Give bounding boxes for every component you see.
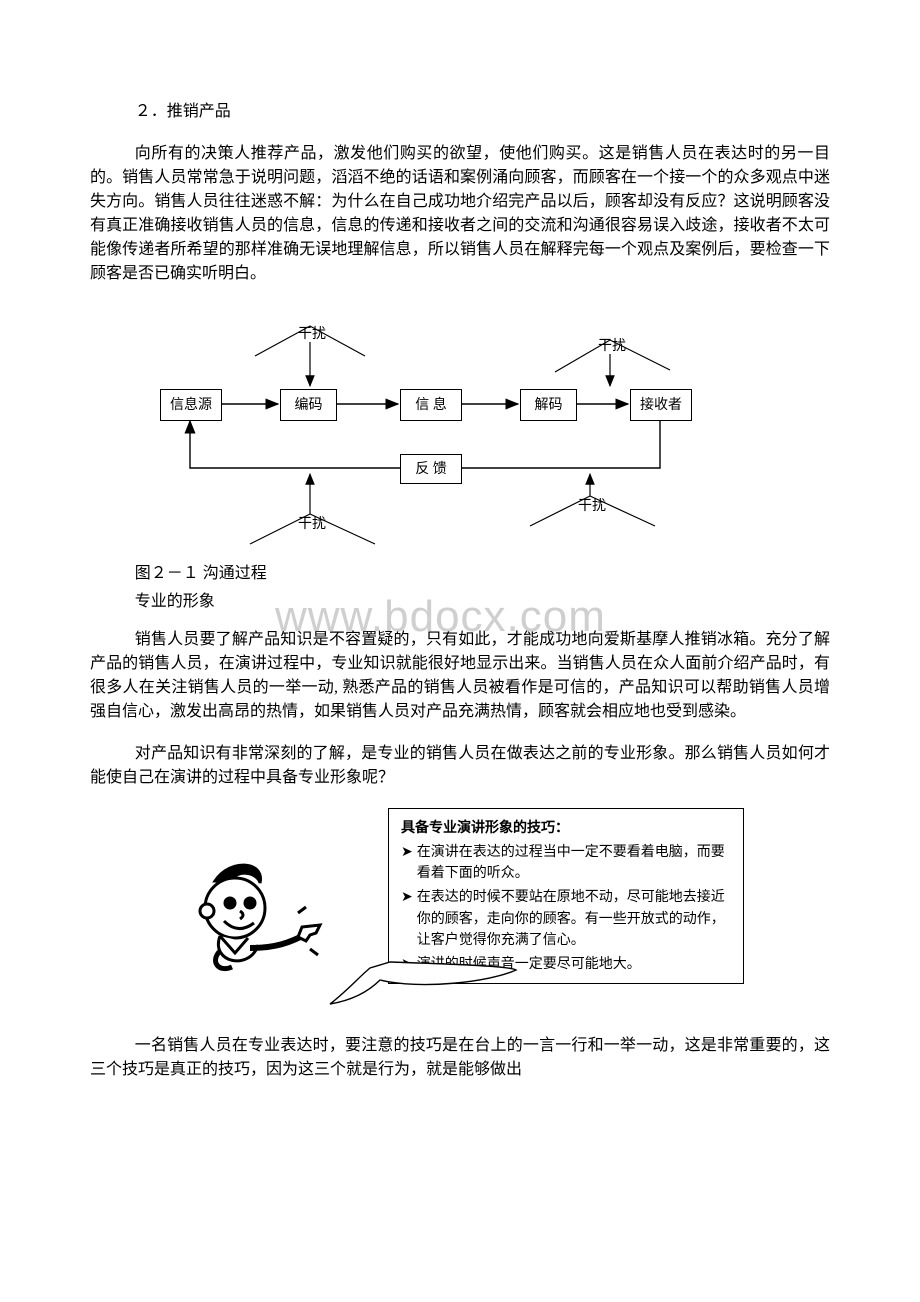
document-page: ２．推销产品 向所有的决策人推荐产品，激发他们购买的欲望，使他们购买。这是销售人… <box>0 0 920 1160</box>
node-encode: 编码 <box>280 389 337 421</box>
communication-flowchart: 信息源 编码 信 息 解码 接收者 反 馈 干扰 干扰 干扰 干扰 <box>150 304 750 554</box>
paragraph-3: 对产品知识有非常深刻的了解，是专业的销售人员在做表达之前的专业形象。那么销售人员… <box>90 742 830 790</box>
bullet-icon: ➤ <box>401 886 413 951</box>
node-feedback: 反 馈 <box>400 454 462 484</box>
paragraph-2: 销售人员要了解产品知识是不容置疑的，只有如此，才能成功地向爱斯基摩人推销冰箱。充… <box>90 628 830 724</box>
watermark-row: 专业的形象 www.bdocx.com <box>90 590 830 614</box>
label-interference-tl: 干扰 <box>298 324 326 345</box>
flowchart-svg <box>150 304 750 554</box>
tips-item-2: ➤ 在表达的时候不要站在原地不动，尽可能地去接近你的顾客，走向你的顾客。有一些开… <box>401 886 731 951</box>
paragraph-1: 向所有的决策人推荐产品，激发他们购买的欲望，使他们购买。这是销售人员在表达时的另… <box>90 142 830 286</box>
paragraph-4: 一名销售人员在专业表达时，要注意的技巧是在台上的一言一行和一举一动，这是非常重要… <box>90 1034 830 1082</box>
label-interference-tr: 干扰 <box>598 336 626 357</box>
node-message: 信 息 <box>400 389 462 421</box>
tips-callout: 具备专业演讲形象的技巧： ➤ 在演讲在表达的过程当中一定不要看着电脑，而要看着下… <box>180 808 800 1018</box>
label-interference-bl: 干扰 <box>298 514 326 535</box>
speech-tail-icon <box>310 960 520 1016</box>
tips-box: 具备专业演讲形象的技巧： ➤ 在演讲在表达的过程当中一定不要看着电脑，而要看着下… <box>388 808 744 984</box>
bullet-icon: ➤ <box>401 841 413 884</box>
tips-title: 具备专业演讲形象的技巧： <box>401 817 731 839</box>
cartoon-pointing-icon <box>180 853 330 1003</box>
tips-item-text: 在表达的时候不要站在原地不动，尽可能地去接近你的顾客，走向你的顾客。有一些开放式… <box>417 886 731 951</box>
node-receiver: 接收者 <box>630 389 692 421</box>
tips-item-1: ➤ 在演讲在表达的过程当中一定不要看着电脑，而要看着下面的听众。 <box>401 841 731 884</box>
node-decode: 解码 <box>520 389 577 421</box>
figure-caption: 图２－１ 沟通过程 <box>90 562 830 586</box>
label-interference-br: 干扰 <box>578 496 606 517</box>
section-heading-1: ２．推销产品 <box>90 100 830 124</box>
section-heading-2: 专业的形象 <box>90 590 830 614</box>
node-source: 信息源 <box>160 389 222 421</box>
tips-item-text: 在演讲在表达的过程当中一定不要看着电脑，而要看着下面的听众。 <box>417 841 731 884</box>
